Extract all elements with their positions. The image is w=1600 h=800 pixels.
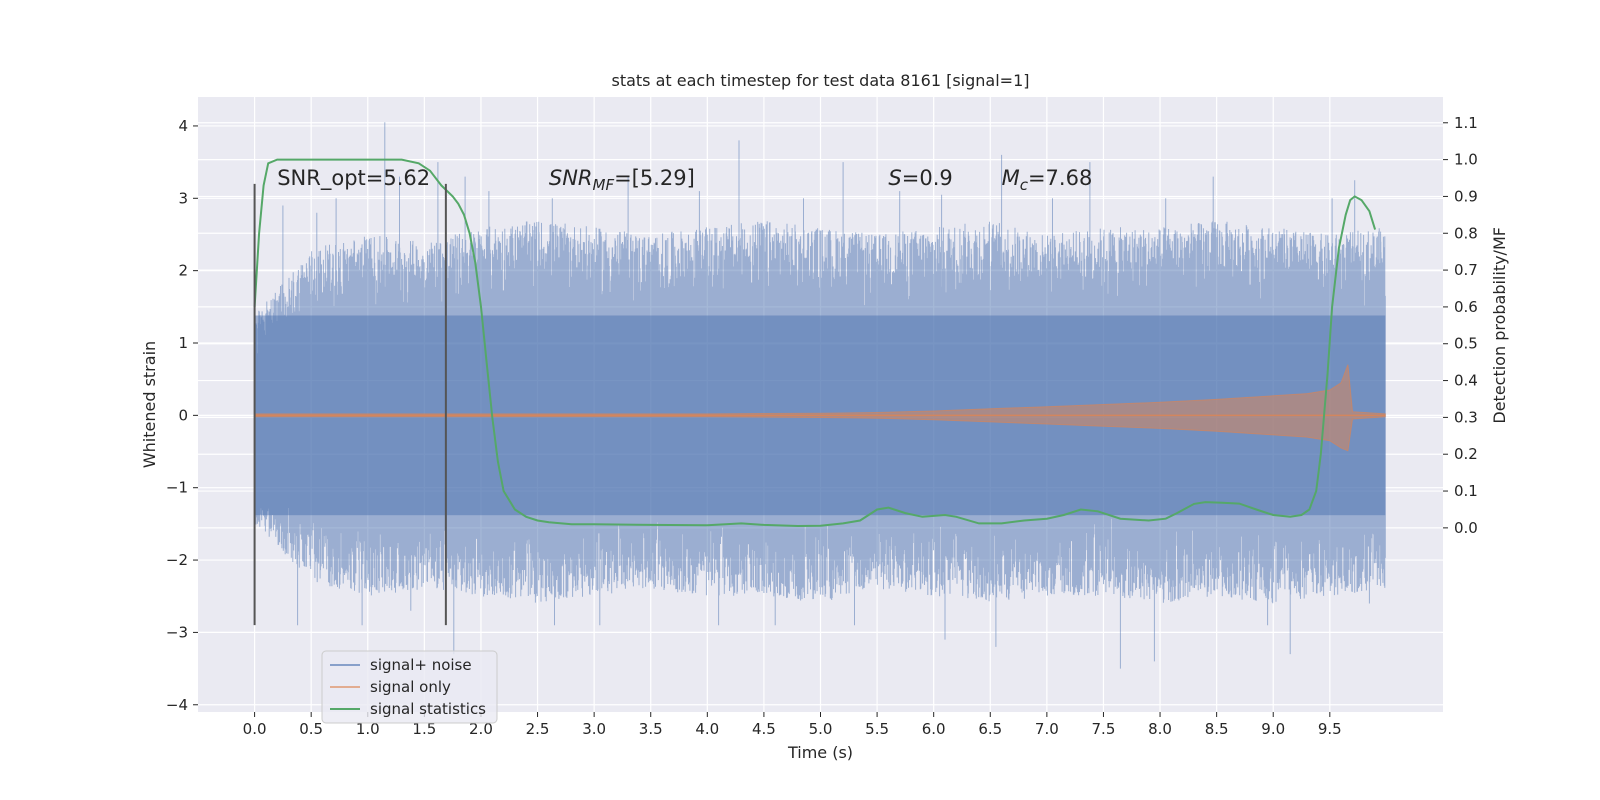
y-tick-label: 1 — [178, 334, 188, 352]
x-tick-label: 2.0 — [469, 720, 493, 738]
annotations: SNR_opt=5.62 SNRMF=[5.29] S=0.9 Mc=7.68 — [277, 166, 1092, 194]
y-right-tick-label: 0.9 — [1454, 187, 1478, 205]
y-tick-label: 3 — [178, 189, 188, 207]
signal-only-trace — [254, 364, 1386, 452]
y-right-tick-label: 0.0 — [1454, 519, 1478, 537]
x-tick-label: 3.0 — [582, 720, 606, 738]
x-tick-label: 4.0 — [695, 720, 719, 738]
x-tick-label: 9.5 — [1318, 720, 1342, 738]
y-tick-label: −3 — [166, 623, 188, 641]
y-tick-label: −4 — [166, 696, 188, 714]
y-axis-right-label: Detection probability/MF — [1490, 227, 1509, 424]
y-right-tick-label: 1.1 — [1454, 114, 1478, 132]
y-tick-label: 4 — [178, 117, 188, 135]
y-right-tick-label: 0.2 — [1454, 445, 1478, 463]
x-tick-label: 3.5 — [639, 720, 663, 738]
x-tick-label: 5.5 — [865, 720, 889, 738]
x-tick-label: 6.5 — [978, 720, 1002, 738]
x-tick-label: 4.5 — [752, 720, 776, 738]
legend-entry-label: signal+ noise — [370, 656, 472, 674]
y-right-tick-label: 0.5 — [1454, 335, 1478, 353]
x-tick-label: 8.0 — [1148, 720, 1172, 738]
vertical-markers — [253, 183, 447, 626]
x-tick-label: 1.5 — [412, 720, 436, 738]
chart-title: stats at each timestep for test data 816… — [611, 71, 1029, 90]
y-tick-label: 2 — [178, 262, 188, 280]
annotation-text: Mc=7.68 — [1002, 166, 1093, 194]
y-right-tick-label: 0.1 — [1454, 482, 1478, 500]
x-tick-label: 5.0 — [809, 720, 833, 738]
y-right-tick-label: 0.3 — [1454, 408, 1478, 426]
y-axis-label: Whitened strain — [140, 341, 159, 468]
annotation-text: SNR_opt=5.62 — [277, 166, 430, 191]
x-tick-label: 1.0 — [356, 720, 380, 738]
y-right-tick-label: 0.7 — [1454, 261, 1478, 279]
x-tick-label: 0.5 — [299, 720, 323, 738]
y-right-tick-label: 0.8 — [1454, 224, 1478, 242]
x-tick-label: 2.5 — [526, 720, 550, 738]
x-tick-label: 7.0 — [1035, 720, 1059, 738]
x-tick-label: 6.0 — [922, 720, 946, 738]
x-tick-label: 7.5 — [1092, 720, 1116, 738]
series-signal-statistics — [253, 158, 1377, 528]
x-tick-label: 8.5 — [1205, 720, 1229, 738]
signal-statistics-line — [253, 158, 1377, 528]
x-tick-label: 0.0 — [243, 720, 267, 738]
legend-entry-label: signal only — [370, 678, 451, 696]
y-tick-label: 0 — [178, 406, 188, 424]
y-tick-label: −2 — [166, 551, 188, 569]
series-signal-only — [254, 364, 1386, 452]
x-tick-label: 9.0 — [1261, 720, 1285, 738]
y-right-tick-label: 0.4 — [1454, 372, 1478, 390]
y-right-tick-label: 1.0 — [1454, 151, 1478, 169]
axes: 0.0 0.5 1.0 1.5 2.0 2.5 3.0 3.5 4.0 4.5 5.0 5.5 6.0 6… — [166, 114, 1478, 738]
legend-entry-label: signal statistics — [370, 700, 486, 718]
annotation-text: SNRMF=[5.29] — [549, 166, 695, 194]
legend: signal+ noise signal only signal statistic… — [321, 650, 498, 724]
y-right-tick-label: 0.6 — [1454, 298, 1478, 316]
x-axis-label: Time (s) — [787, 743, 853, 762]
y-tick-label: −1 — [166, 479, 188, 497]
legend-box — [321, 650, 498, 724]
annotation-text: S=0.9 — [888, 166, 952, 190]
